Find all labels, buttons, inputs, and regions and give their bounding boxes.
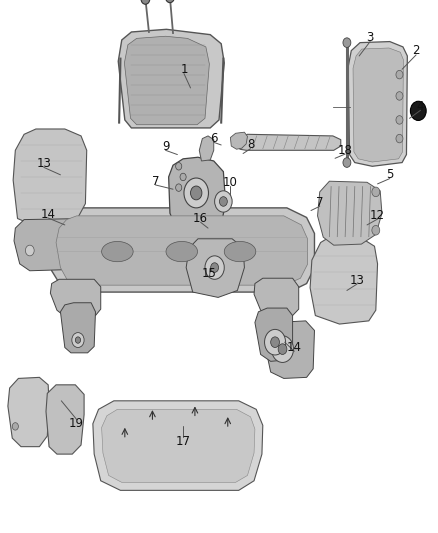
Text: 8: 8 bbox=[247, 139, 254, 151]
Polygon shape bbox=[254, 278, 299, 317]
Polygon shape bbox=[93, 401, 263, 490]
Polygon shape bbox=[237, 134, 341, 150]
Text: 10: 10 bbox=[223, 176, 237, 189]
Polygon shape bbox=[8, 377, 49, 447]
Text: 16: 16 bbox=[193, 212, 208, 225]
Ellipse shape bbox=[102, 241, 133, 262]
Ellipse shape bbox=[224, 241, 256, 262]
Polygon shape bbox=[102, 409, 255, 482]
Text: 17: 17 bbox=[176, 435, 191, 448]
Circle shape bbox=[343, 158, 351, 167]
Text: 14: 14 bbox=[41, 208, 56, 221]
Circle shape bbox=[271, 337, 279, 348]
Text: 7: 7 bbox=[316, 196, 324, 209]
Polygon shape bbox=[124, 36, 209, 125]
Circle shape bbox=[410, 101, 426, 120]
Text: 3: 3 bbox=[367, 31, 374, 44]
Text: 14: 14 bbox=[287, 341, 302, 354]
Polygon shape bbox=[318, 181, 382, 245]
Text: 4: 4 bbox=[417, 100, 424, 113]
Circle shape bbox=[205, 256, 224, 279]
Circle shape bbox=[372, 187, 380, 197]
Polygon shape bbox=[47, 208, 314, 292]
Polygon shape bbox=[353, 48, 403, 162]
Circle shape bbox=[396, 134, 403, 143]
Text: 7: 7 bbox=[152, 175, 159, 188]
Circle shape bbox=[184, 178, 208, 208]
Text: 6: 6 bbox=[210, 132, 218, 145]
Text: 13: 13 bbox=[350, 274, 364, 287]
Circle shape bbox=[191, 186, 202, 200]
Polygon shape bbox=[14, 219, 91, 271]
Polygon shape bbox=[13, 129, 87, 225]
Circle shape bbox=[372, 225, 380, 235]
Polygon shape bbox=[255, 308, 293, 361]
Polygon shape bbox=[56, 216, 307, 285]
Text: 13: 13 bbox=[36, 157, 51, 170]
Circle shape bbox=[12, 423, 18, 430]
Polygon shape bbox=[265, 321, 314, 378]
Circle shape bbox=[72, 333, 84, 348]
Text: 12: 12 bbox=[370, 209, 385, 222]
Circle shape bbox=[272, 336, 293, 362]
Circle shape bbox=[141, 0, 150, 4]
Circle shape bbox=[176, 184, 182, 191]
Text: 2: 2 bbox=[412, 44, 420, 57]
Text: 19: 19 bbox=[69, 417, 84, 430]
Text: 18: 18 bbox=[338, 144, 353, 157]
Circle shape bbox=[396, 116, 403, 124]
Circle shape bbox=[211, 263, 219, 272]
Text: 5: 5 bbox=[386, 168, 393, 181]
Polygon shape bbox=[46, 385, 84, 454]
Circle shape bbox=[25, 245, 34, 256]
Text: 1: 1 bbox=[180, 63, 188, 76]
Circle shape bbox=[396, 70, 403, 79]
Circle shape bbox=[278, 344, 287, 354]
Circle shape bbox=[180, 173, 186, 181]
Polygon shape bbox=[310, 236, 378, 324]
Circle shape bbox=[219, 197, 227, 206]
Circle shape bbox=[265, 329, 286, 355]
Polygon shape bbox=[169, 157, 226, 235]
Circle shape bbox=[215, 191, 232, 212]
Circle shape bbox=[343, 38, 351, 47]
Text: 9: 9 bbox=[162, 140, 170, 153]
Circle shape bbox=[396, 92, 403, 100]
Polygon shape bbox=[118, 29, 224, 128]
Polygon shape bbox=[348, 42, 407, 166]
Ellipse shape bbox=[166, 241, 198, 262]
Polygon shape bbox=[60, 303, 95, 353]
Circle shape bbox=[166, 0, 174, 3]
Polygon shape bbox=[50, 279, 101, 317]
Circle shape bbox=[75, 337, 81, 343]
Polygon shape bbox=[230, 132, 247, 149]
Polygon shape bbox=[186, 239, 244, 297]
Circle shape bbox=[176, 163, 182, 170]
Polygon shape bbox=[199, 136, 214, 161]
Text: 15: 15 bbox=[202, 268, 217, 280]
